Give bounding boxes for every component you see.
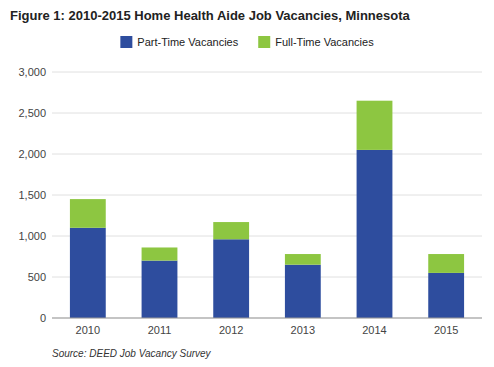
bar bbox=[357, 150, 393, 318]
grid-line bbox=[52, 236, 482, 237]
y-tick-label: 1,000 bbox=[18, 230, 46, 242]
bar bbox=[142, 247, 178, 260]
x-axis: 2010 2011 2012 2013 2014 2015 bbox=[52, 318, 482, 336]
y-tick-label: 0 bbox=[40, 312, 46, 324]
y-tick-label: 1,500 bbox=[18, 189, 46, 201]
x-tick-label: 2010 bbox=[76, 324, 100, 336]
bar bbox=[285, 254, 321, 265]
y-tick-label: 3,000 bbox=[18, 66, 46, 78]
chart: Figure 1: 2010-2015 Home Health Aide Job… bbox=[0, 0, 494, 367]
series bbox=[70, 150, 464, 318]
bar bbox=[142, 261, 178, 318]
legend-label: Part-Time Vacancies bbox=[137, 36, 238, 48]
legend-swatch bbox=[120, 36, 132, 48]
bar bbox=[70, 228, 106, 318]
grid-line bbox=[52, 277, 482, 278]
y-axis: 0 500 1,000 1,500 2,000 2,500 3,000 bbox=[18, 66, 46, 324]
grid-line bbox=[52, 195, 482, 196]
y-tick-label: 2,000 bbox=[18, 148, 46, 160]
bar bbox=[285, 265, 321, 318]
bars bbox=[70, 101, 464, 318]
bar bbox=[70, 199, 106, 228]
page: {"chart_data": {"type": "bar", "title": … bbox=[0, 0, 494, 367]
legend-item: Full-Time Vacancies bbox=[258, 36, 374, 48]
bar bbox=[213, 239, 249, 318]
x-tick-label: 2013 bbox=[291, 324, 315, 336]
y-tick-label: 2,500 bbox=[18, 107, 46, 119]
x-tick-label: 2014 bbox=[362, 324, 386, 336]
series bbox=[70, 101, 464, 273]
grid bbox=[52, 72, 482, 318]
bar bbox=[213, 222, 249, 239]
legend-label: Full-Time Vacancies bbox=[275, 36, 374, 48]
annotation: Source: DEED Job Vacancy Survey bbox=[52, 348, 212, 359]
y-tick-label: 500 bbox=[28, 271, 46, 283]
legend-item: Part-Time Vacancies bbox=[120, 36, 238, 48]
bar bbox=[428, 254, 464, 273]
legend-swatch bbox=[258, 36, 270, 48]
x-axis-line bbox=[52, 318, 482, 319]
bar bbox=[428, 273, 464, 318]
grid-line bbox=[52, 72, 482, 73]
grid-line bbox=[52, 113, 482, 114]
x-tick-label: 2015 bbox=[434, 324, 458, 336]
title: Figure 1: 2010-2015 Home Health Aide Job… bbox=[10, 8, 411, 23]
x-tick-label: 2012 bbox=[219, 324, 243, 336]
grid-line bbox=[52, 154, 482, 155]
legend: Part-Time Vacancies Full-Time Vacancies bbox=[120, 36, 374, 48]
grid-line bbox=[52, 318, 482, 319]
x-tick-label: 2011 bbox=[148, 324, 172, 336]
bar bbox=[357, 101, 393, 150]
